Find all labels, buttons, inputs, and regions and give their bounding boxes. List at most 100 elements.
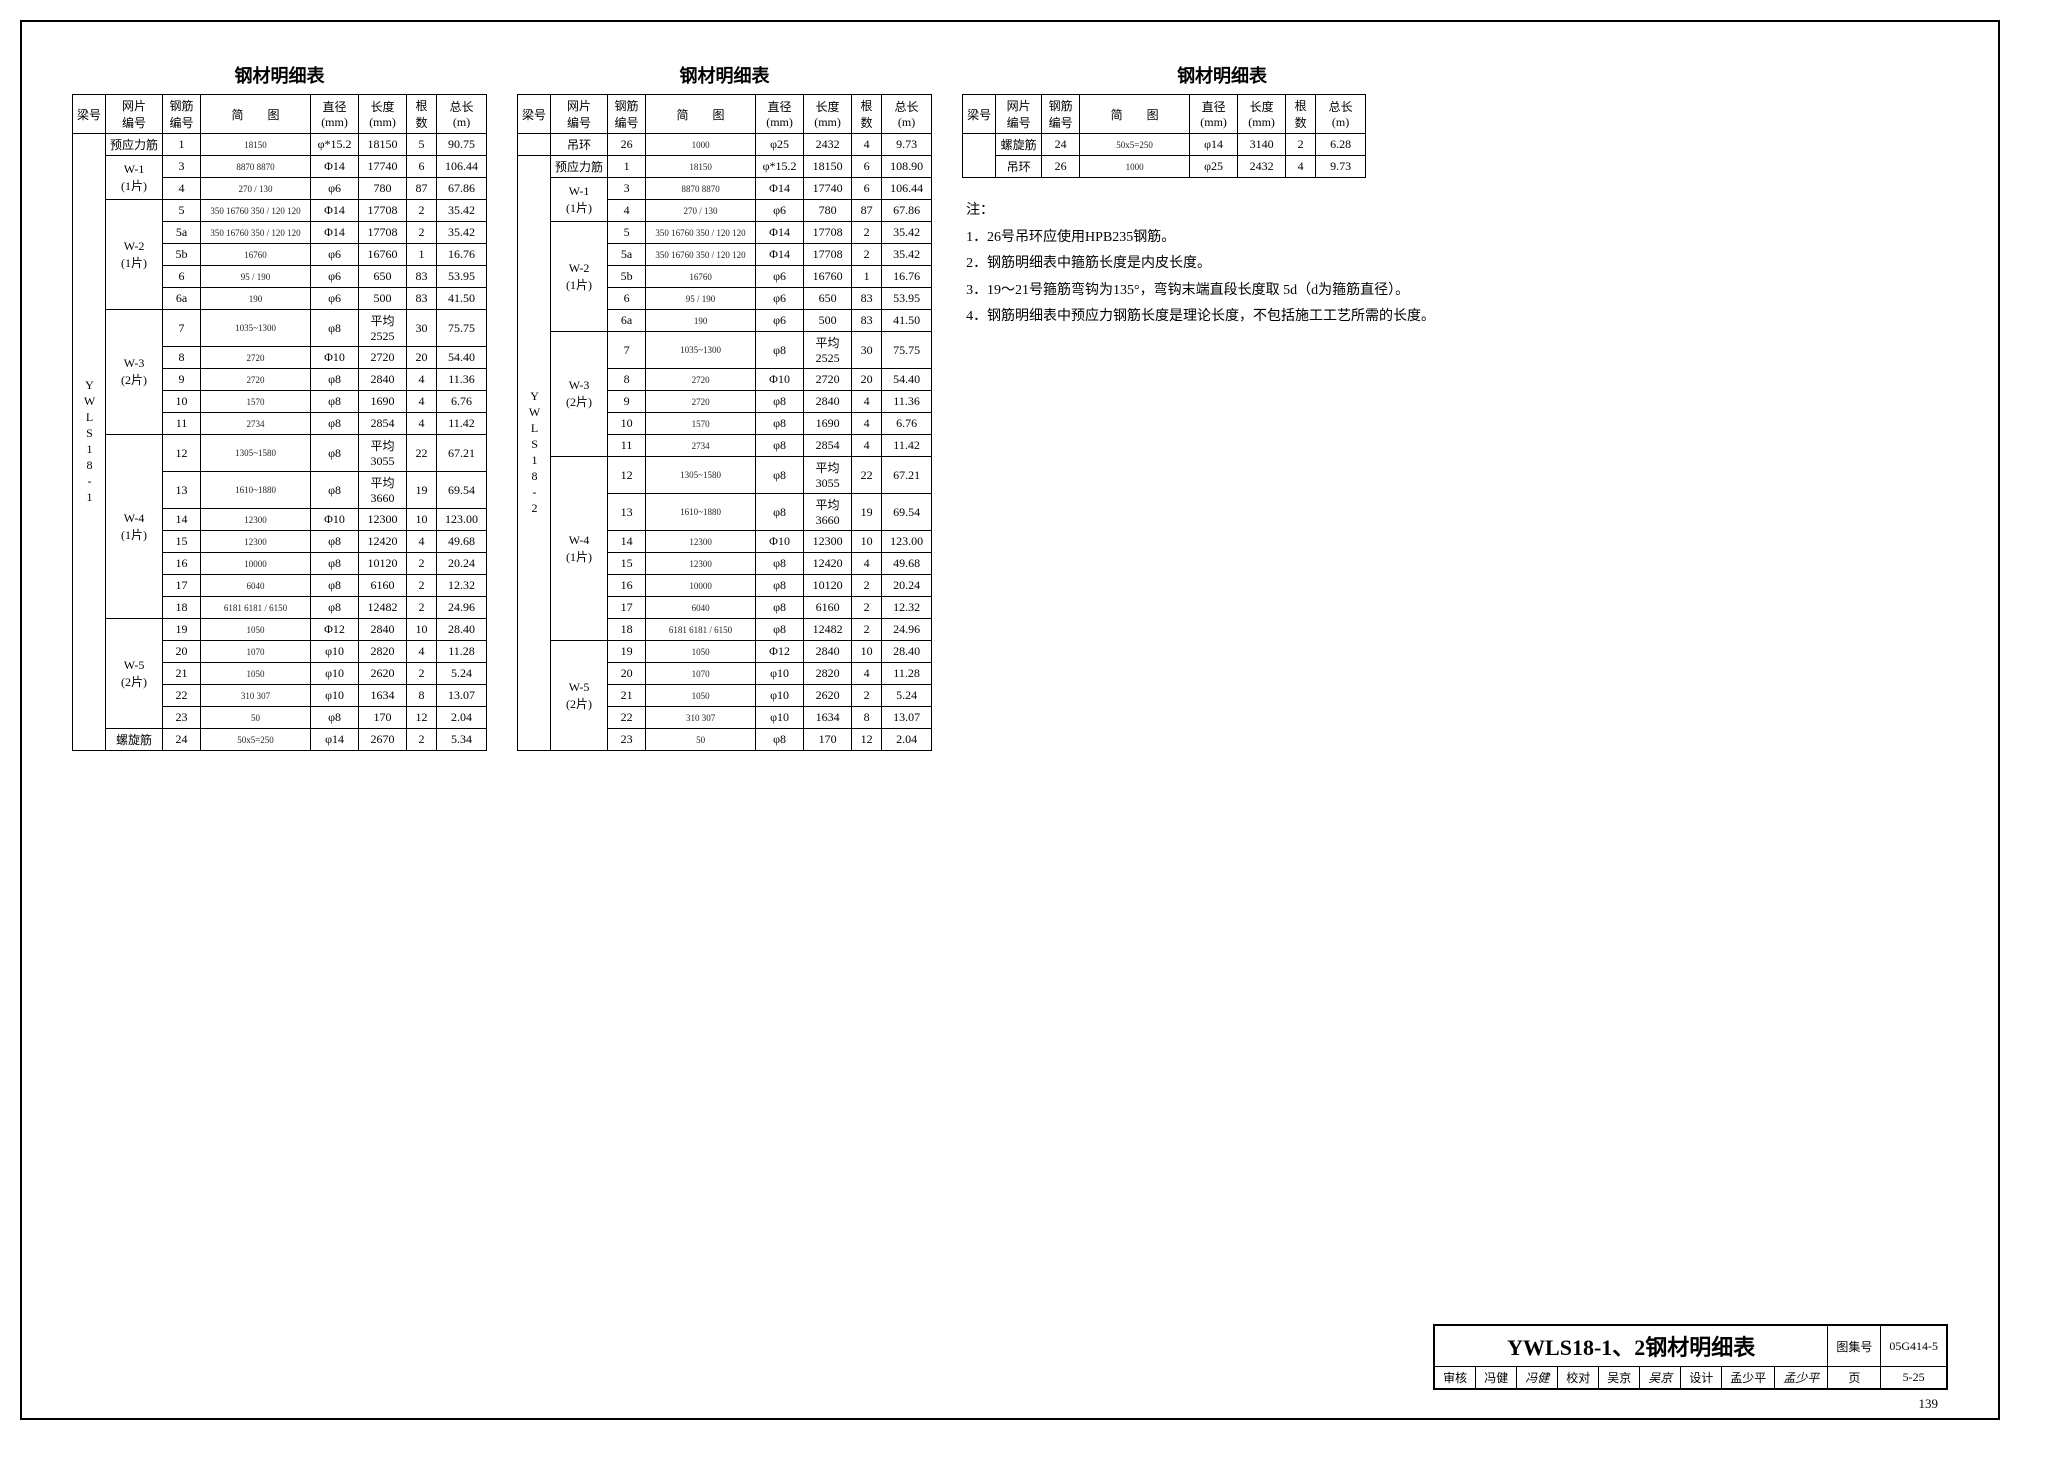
diagram-cell: 6040 [201,575,311,597]
rebar-no: 10 [608,413,646,435]
panel-label: W-3(2片) [106,310,163,435]
diameter-cell: φ8 [311,435,359,472]
table-row: 螺旋筋2450x5=250φ14314026.28 [963,134,1366,156]
panel-label: W-5(2片) [106,619,163,729]
total-cell: 54.40 [882,369,932,391]
table-row: W-1(1片)38870 8870Φ14177406106.44 [73,156,487,178]
diameter-cell: φ8 [311,310,359,347]
rebar-no: 7 [163,310,201,347]
rebar-no: 22 [608,707,646,729]
diagram-cell: 1305~1580 [646,457,756,494]
panel-label: W-4(1片) [551,457,608,641]
count-cell: 8 [852,707,882,729]
table-3-block: 钢材明细表 梁号 网片编号 钢筋编号 简 图 直径(mm) 长度(mm) 根数 … [962,62,1482,331]
diameter-cell: φ8 [311,413,359,435]
diameter-cell: φ6 [311,288,359,310]
diameter-cell: Φ10 [756,531,804,553]
diameter-cell: Φ12 [756,641,804,663]
diagram-cell: 2720 [201,369,311,391]
count-cell: 2 [1286,134,1316,156]
total-cell: 9.73 [882,134,932,156]
h-length: 长度(mm) [804,95,852,134]
diameter-cell: φ8 [311,369,359,391]
count-cell: 12 [852,729,882,751]
set-label: 图集号 [1828,1326,1881,1367]
rebar-no: 18 [608,619,646,641]
rebar-no: 5b [163,244,201,266]
count-cell: 2 [407,553,437,575]
note-item: 3．19～21号箍筋弯钩为135°，弯钩末端直段长度取 5d（d为箍筋直径）。 [966,278,1482,305]
rebar-no: 11 [608,435,646,457]
diameter-cell: φ8 [756,597,804,619]
rebar-no: 24 [163,729,201,751]
diameter-cell: Φ10 [311,347,359,369]
panel-label: W-3(2片) [551,332,608,457]
total-cell: 11.28 [437,641,487,663]
length-cell: 2620 [804,685,852,707]
total-cell: 16.76 [882,266,932,288]
count-cell: 8 [407,685,437,707]
rebar-no: 4 [163,178,201,200]
total-cell: 35.42 [437,200,487,222]
count-cell: 10 [407,619,437,641]
page-number: 139 [1919,1396,1939,1412]
count-cell: 22 [852,457,882,494]
steel-table-3: 梁号 网片编号 钢筋编号 简 图 直径(mm) 长度(mm) 根数 总长(m) … [962,94,1366,178]
table-2-block: 钢材明细表 梁号 网片编号 钢筋编号 简 图 直径(mm) 长度(mm) 根数 … [517,62,932,751]
h-beam: 梁号 [73,95,106,134]
rebar-no: 26 [608,134,646,156]
diagram-cell: 310 307 [201,685,311,707]
count-cell: 6 [407,156,437,178]
length-cell: 17740 [804,178,852,200]
total-cell: 67.21 [437,435,487,472]
count-cell: 22 [407,435,437,472]
diameter-cell: φ8 [311,472,359,509]
table-row: W-3(2片)71035~1300φ8平均25253075.75 [73,310,487,347]
length-cell: 1634 [359,685,407,707]
length-cell: 12482 [359,597,407,619]
table-1-block: 钢材明细表 梁号 网片编号 钢筋编号 简 图 直径(mm) 长度(mm) 根数 … [72,62,487,751]
h-total: 总长(m) [882,95,932,134]
diagram-cell: 350 16760 350 / 120 120 [201,222,311,244]
count-cell: 30 [407,310,437,347]
diagram-cell: 1070 [201,641,311,663]
length-cell: 17708 [804,244,852,266]
length-cell: 650 [359,266,407,288]
diameter-cell: φ8 [311,597,359,619]
count-cell: 10 [852,641,882,663]
rebar-no: 5 [163,200,201,222]
h-rebar: 钢筋编号 [163,95,201,134]
rebar-no: 23 [163,707,201,729]
rebar-no: 5a [608,244,646,266]
diameter-cell: φ6 [756,200,804,222]
steel-table-2: 梁号 网片编号 钢筋编号 简 图 直径(mm) 长度(mm) 根数 总长(m) … [517,94,932,751]
length-cell: 12300 [804,531,852,553]
diagram-cell: 2720 [646,369,756,391]
diagram-cell: 270 / 130 [201,178,311,200]
diameter-cell: φ6 [756,310,804,332]
length-cell: 2820 [804,663,852,685]
length-cell: 2854 [359,413,407,435]
tb-page-label: 页 [1828,1367,1881,1389]
count-cell: 2 [407,575,437,597]
tb-a3: 冯健 [1517,1367,1558,1389]
rebar-no: 3 [608,178,646,200]
diameter-cell: Φ14 [756,178,804,200]
diagram-cell: 190 [201,288,311,310]
length-cell: 2854 [804,435,852,457]
count-cell: 2 [407,663,437,685]
table-row: 吊环261000φ25243249.73 [518,134,932,156]
note-item: 2．钢筋明细表中箍筋长度是内皮长度。 [966,251,1482,278]
diagram-cell: 1035~1300 [646,332,756,369]
diagram-cell: 350 16760 350 / 120 120 [646,222,756,244]
rebar-no: 17 [163,575,201,597]
table-row: W-1(1片)38870 8870Φ14177406106.44 [518,178,932,200]
diameter-cell: Φ14 [311,200,359,222]
length-cell: 16760 [359,244,407,266]
length-cell: 2720 [804,369,852,391]
h-panel: 网片编号 [996,95,1042,134]
total-cell: 69.54 [882,494,932,531]
diagram-cell: 16760 [646,266,756,288]
total-cell: 67.86 [882,200,932,222]
drawing-title: YWLS18-1、2钢材明细表 [1435,1326,1828,1367]
